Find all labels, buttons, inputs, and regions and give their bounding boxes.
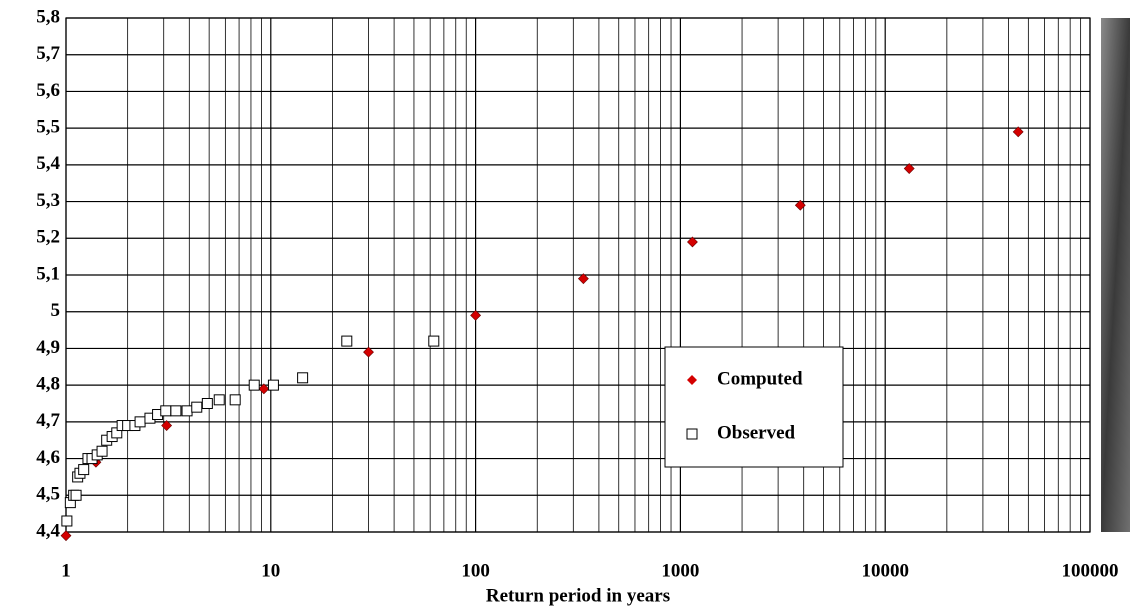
observed-point bbox=[160, 405, 172, 417]
y-tick-label: 5,7 bbox=[36, 43, 60, 64]
observed-point bbox=[170, 405, 182, 417]
y-tick-label: 4,4 bbox=[36, 520, 60, 541]
marks bbox=[60, 126, 1024, 542]
computed-point bbox=[363, 346, 374, 358]
observed-point bbox=[213, 394, 225, 406]
grid bbox=[65, 17, 1091, 533]
observed-point bbox=[201, 398, 213, 409]
legend: Computed Observed bbox=[664, 346, 844, 468]
y-tick-label: 4,7 bbox=[36, 410, 60, 431]
y-tick-label: 4,5 bbox=[36, 484, 60, 505]
y-tick-label: 5,6 bbox=[36, 80, 60, 101]
observed-point bbox=[134, 416, 146, 428]
legend-label: Observed bbox=[717, 422, 796, 443]
y-tick-label: 4,9 bbox=[36, 337, 60, 358]
computed-point bbox=[577, 273, 589, 285]
computed-point bbox=[161, 420, 173, 431]
x-tick-label: 10 bbox=[261, 560, 280, 581]
observed-point bbox=[191, 401, 203, 413]
legend-marker bbox=[687, 375, 697, 385]
computed-point bbox=[258, 383, 270, 395]
y-tick-label: 5 bbox=[51, 300, 61, 321]
legend-marker bbox=[686, 428, 698, 440]
x-tick-label: 1 bbox=[61, 560, 71, 581]
observed-point bbox=[229, 394, 241, 406]
observed-point bbox=[248, 379, 260, 391]
y-tick-label: 5,2 bbox=[36, 227, 60, 248]
legend-box bbox=[664, 346, 844, 468]
observed-point bbox=[61, 515, 73, 527]
y-tick-label: 5,1 bbox=[36, 263, 60, 284]
computed-point bbox=[470, 309, 482, 321]
observed-point bbox=[96, 445, 108, 457]
y-tick-label: 4,8 bbox=[36, 374, 60, 395]
x-tick-label: 100 bbox=[461, 560, 490, 581]
x-tick-label: 10000 bbox=[861, 560, 909, 581]
y-tick-label: 4,6 bbox=[36, 447, 60, 468]
observed-point bbox=[297, 372, 309, 384]
computed-point bbox=[60, 530, 72, 542]
computed-point bbox=[903, 163, 915, 174]
legend-label: Computed bbox=[717, 368, 803, 389]
observed-point bbox=[70, 489, 82, 501]
computed-point bbox=[687, 236, 698, 248]
y-tick-label: 5,4 bbox=[36, 153, 60, 174]
x-tick-label: 1000 bbox=[661, 560, 699, 581]
observed-point bbox=[341, 335, 353, 347]
y-tick-label: 5,8 bbox=[36, 6, 60, 27]
plot-frame bbox=[65, 17, 1091, 533]
computed-point bbox=[1012, 126, 1024, 138]
background-photo bbox=[1101, 18, 1130, 532]
observed-point bbox=[428, 335, 440, 347]
computed-point bbox=[794, 199, 806, 211]
observed-point bbox=[181, 405, 193, 417]
x-tick-label: 100000 bbox=[1062, 560, 1119, 581]
x-axis-label: Return period in years bbox=[486, 585, 670, 606]
y-tick-label: 5,5 bbox=[36, 117, 60, 138]
observed-point bbox=[78, 464, 90, 476]
observed-point bbox=[267, 379, 279, 391]
y-tick-label: 5,3 bbox=[36, 190, 60, 211]
